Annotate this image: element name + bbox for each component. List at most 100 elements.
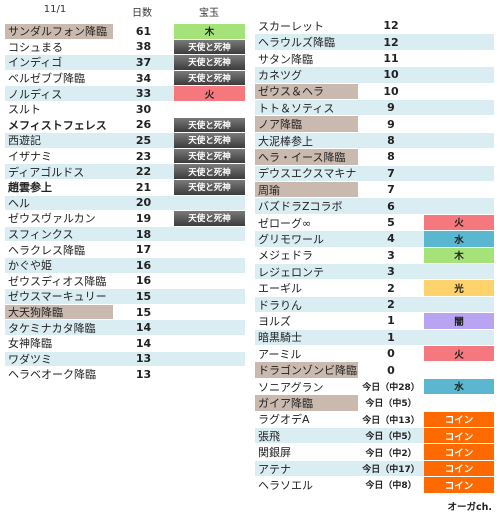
row-name: ガイア降臨 (255, 395, 358, 411)
row-name: グリモワール (255, 231, 358, 247)
table-row: スルト 30 (5, 102, 245, 117)
table-row: コシュまる 38 天使と死神 (5, 39, 245, 55)
table-row: ゼウスヴァルカン 19 天使と死神 (5, 211, 245, 226)
row-name: ゼウスディオス降臨 (5, 273, 113, 289)
table-row: ドラりん 2 (255, 296, 494, 313)
row-gem-badge: 天使と死神 (174, 70, 245, 86)
table-row: アーミル 0 火 (255, 346, 494, 362)
row-days: 7 (358, 165, 424, 181)
row-days: 4 (358, 231, 424, 247)
row-gem-badge (174, 102, 245, 117)
row-days: 21 (113, 180, 174, 195)
table-row: ワダツミ 13 (5, 351, 245, 367)
row-name: エーギル (255, 280, 358, 296)
row-name: スカーレット (255, 18, 358, 34)
row-days: 33 (113, 86, 174, 101)
row-days: 16 (113, 273, 174, 289)
table-row: ヘラウルズ降臨 12 (255, 34, 494, 50)
table-row: インディゴ 37 天使と死神 (5, 55, 245, 70)
row-gem-badge: 天使と死神 (174, 133, 245, 148)
table-row: ディアゴルドス 22 天使と死神 (5, 164, 245, 179)
row-name: レジェロンテ (255, 264, 358, 280)
row-days: 18 (113, 226, 174, 242)
row-name: ベルゼブブ降臨 (5, 70, 113, 86)
row-name: ノルディス (5, 86, 113, 101)
row-name: 大泥棒参上 (255, 132, 358, 149)
row-days: 8 (358, 132, 424, 149)
row-name: スルト (5, 102, 113, 117)
table-row: アテナ 今日（中17） コイン (255, 460, 494, 477)
row-gem-badge (424, 18, 494, 34)
row-name: トト＆ソティス (255, 100, 358, 116)
table-row: 大天狗降臨 15 (5, 304, 245, 320)
row-days: 10 (358, 83, 424, 99)
row-name: サンダルフォン降臨 (5, 24, 113, 39)
row-gem-badge: 水 (424, 231, 494, 247)
row-days: 2 (358, 280, 424, 296)
table-row: ヘル 20 (5, 195, 245, 211)
row-gem-badge (424, 165, 494, 181)
row-days: 8 (358, 149, 424, 165)
row-name: 関銀屏 (255, 444, 358, 460)
row-name: 周瑜 (255, 182, 358, 198)
row-days: 14 (113, 336, 174, 351)
row-days: 12 (358, 34, 424, 50)
table-row: ベルゼブブ降臨 34 天使と死神 (5, 70, 245, 86)
table-row: スフィンクス 18 (5, 226, 245, 242)
left-header-gem: 宝玉 (199, 8, 219, 19)
row-gem-badge (174, 226, 245, 242)
left-header-days: 日数 (132, 8, 152, 19)
table-row: カネツグ 10 (255, 67, 494, 83)
row-gem-badge (424, 264, 494, 280)
table-row: 趙雲参上 21 天使と死神 (5, 180, 245, 195)
row-name: アーミル (255, 346, 358, 362)
row-gem-badge: コイン (424, 411, 494, 427)
row-gem-badge (174, 258, 245, 273)
table-row: ヘラクレス降臨 17 (5, 242, 245, 257)
row-name: ノア降臨 (255, 116, 358, 132)
row-days: 61 (113, 24, 174, 39)
row-days: 6 (358, 198, 424, 214)
left-table: サンダルフォン降臨 61 木コシュまる 38 天使と死神 インディゴ 37 天使と死神 ベルゼブ… (5, 24, 245, 384)
row-name: ディアゴルドス (5, 164, 113, 179)
row-gem-badge (174, 320, 245, 335)
row-gem-badge (424, 329, 494, 345)
table-row: ガイア降臨 今日（中5） (255, 395, 494, 411)
row-gem-badge (424, 34, 494, 50)
table-row: 周瑜 7 (255, 182, 494, 198)
row-name: ワダツミ (5, 351, 113, 367)
left-header-date: 11/1 (43, 4, 67, 15)
row-name: 張飛 (255, 428, 358, 444)
row-days: 今日（中5） (358, 395, 424, 411)
row-days: 10 (358, 67, 424, 83)
row-days: 37 (113, 55, 174, 70)
row-days: 34 (113, 70, 174, 86)
row-name: ヘラクレス降臨 (5, 242, 113, 257)
row-gem-badge (424, 296, 494, 313)
row-gem-badge: コイン (424, 428, 494, 444)
row-gem-badge: 木 (174, 24, 245, 39)
table-row: グリモワール 4 水 (255, 231, 494, 247)
row-name: 女神降臨 (5, 336, 113, 351)
row-days: 30 (113, 102, 174, 117)
row-gem-badge: 天使と死神 (174, 117, 245, 133)
table-row: メフィストフェレス 26 天使と死神 (5, 117, 245, 133)
row-gem-badge: 天使と死神 (174, 39, 245, 55)
row-name: ソニアグラン (255, 378, 358, 395)
table-row: 女神降臨 14 (5, 336, 245, 351)
row-name: ヘラ・イース降臨 (255, 149, 358, 165)
row-name: バズドラZコラボ (255, 198, 358, 214)
row-days: 今日（中28） (358, 378, 424, 395)
row-days: 2 (358, 296, 424, 313)
row-name: 趙雲参上 (5, 180, 113, 195)
row-gem-badge: 光 (424, 280, 494, 296)
table-row: バズドラZコラボ 6 (255, 198, 494, 214)
row-days: 1 (358, 329, 424, 345)
row-days: 13 (113, 351, 174, 367)
table-row: ドラゴンゾンビ降臨 0 (255, 362, 494, 378)
row-days: 11 (358, 50, 424, 67)
row-gem-badge (424, 182, 494, 198)
row-name: サタン降臨 (255, 50, 358, 67)
table-row: ゼウスディオス降臨 16 (5, 273, 245, 289)
table-row: タケミナカタ降臨 14 (5, 320, 245, 335)
